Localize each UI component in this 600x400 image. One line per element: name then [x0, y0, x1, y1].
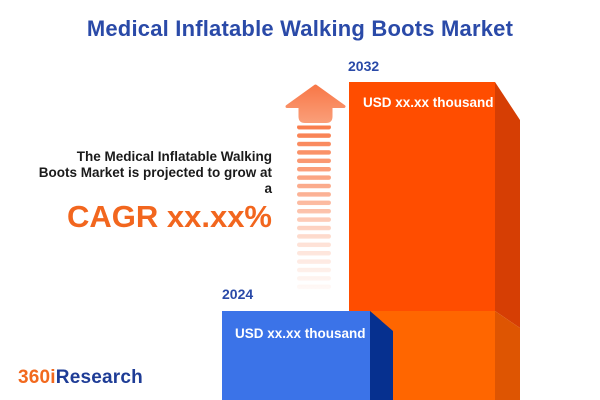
cagr-value: CAGR xx.xx%: [66, 199, 272, 234]
page-title: Medical Inflatable Walking Boots Market: [86, 16, 514, 41]
year-label-2024: 2024: [222, 286, 254, 302]
bar-2024-front: [222, 311, 370, 400]
growth-annotation: The Medical Inflatable Walking Boots Mar…: [0, 149, 272, 197]
up-arrow-icon: [285, 84, 346, 293]
year-label-2032: 2032: [348, 58, 380, 74]
brand-logo-suffix: Research: [55, 367, 143, 388]
bar-2032-front-upper: [349, 82, 495, 311]
annotation-line: a: [264, 181, 272, 196]
bar-value-2024: USD xx.xx thousand: [235, 326, 366, 341]
brand-logo-prefix: 360i: [18, 367, 56, 388]
bar-2032-side-upper: [495, 82, 520, 328]
arrow-dashed-tail: [297, 125, 331, 293]
brand-logo: 360iResearch: [18, 367, 143, 389]
bar-value-2032: USD xx.xx thousand: [363, 95, 494, 110]
arrow-head: [285, 84, 346, 123]
bar-2032-side-lower: [495, 311, 520, 400]
bar-2024-side: [370, 311, 393, 400]
annotation-line: Boots Market is projected to grow at: [38, 165, 272, 180]
annotation-line: The Medical Inflatable Walking: [76, 149, 272, 164]
